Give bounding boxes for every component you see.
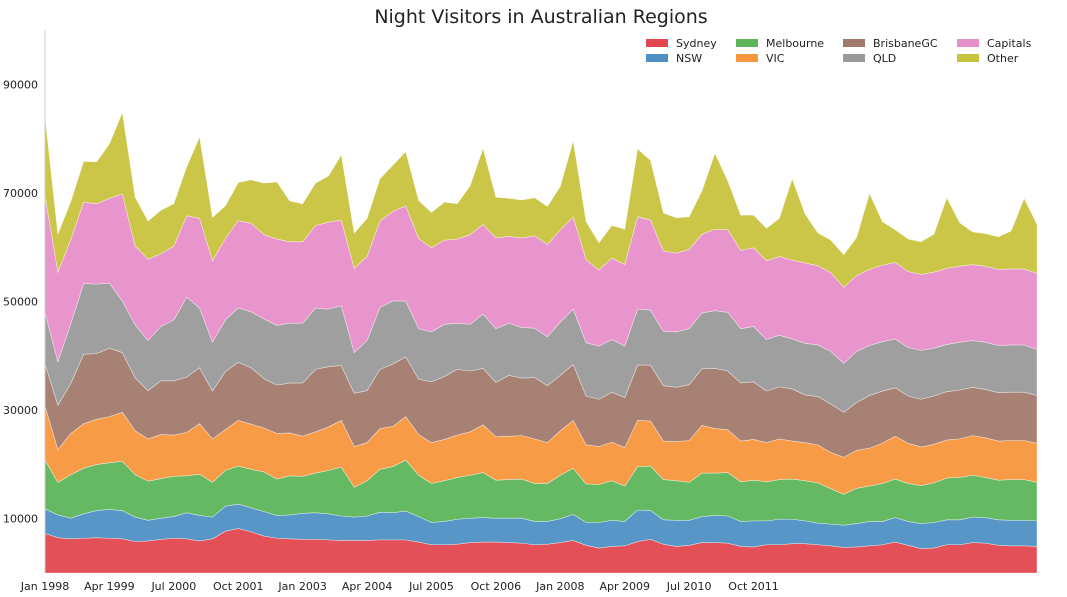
legend-label-melbourne: Melbourne [766,37,824,50]
y-tick-label: 50000 [3,296,38,309]
legend-swatch-nsw [646,54,668,62]
x-tick-label: Jul 2005 [408,580,454,593]
area-other [44,111,1038,288]
legend-label-nsw: NSW [676,52,702,65]
y-tick-label: 10000 [3,513,38,526]
legend-swatch-sydney [646,39,668,47]
y-axis-ticks: 10000 30000 50000 70000 90000 [3,78,38,525]
x-tick-label: Jan 2003 [277,580,326,593]
x-tick-label: Oct 2011 [728,580,779,593]
x-tick-label: Jan 2008 [535,580,584,593]
x-tick-label: Apr 2009 [599,580,650,593]
x-tick-label: Apr 1999 [84,580,135,593]
legend-swatch-vic [736,54,758,62]
legend-label-other: Other [987,52,1019,65]
legend-label-qld: QLD [873,52,896,65]
y-tick-label: 90000 [3,78,38,91]
x-tick-label: Oct 2001 [213,580,264,593]
x-tick-label: Jul 2000 [150,580,196,593]
legend-swatch-melbourne [736,39,758,47]
legend-swatch-brisbanegc [843,39,865,47]
x-tick-label: Apr 2004 [342,580,393,593]
chart-title: Night Visitors in Australian Regions [374,6,707,28]
legend-label-capitals: Capitals [987,37,1032,50]
x-tick-label: Oct 2006 [471,580,522,593]
legend-label-brisbanegc: BrisbaneGC [873,37,938,50]
legend-swatch-capitals [957,39,979,47]
legend-label-vic: VIC [766,52,785,65]
legend-swatch-other [957,54,979,62]
x-axis-ticks: Jan 1998 Apr 1999 Jul 2000 Oct 2001 Jan 2003… [20,580,779,593]
x-tick-label: Jan 1998 [20,580,69,593]
y-tick-label: 30000 [3,404,38,417]
legend: Sydney NSW Melbourne VIC BrisbaneGC QLD Capita… [646,37,1032,65]
legend-swatch-qld [843,54,865,62]
area-layers [44,111,1038,574]
y-tick-label: 70000 [3,187,38,200]
legend-label-sydney: Sydney [676,37,717,50]
x-tick-label: Jul 2010 [666,580,712,593]
